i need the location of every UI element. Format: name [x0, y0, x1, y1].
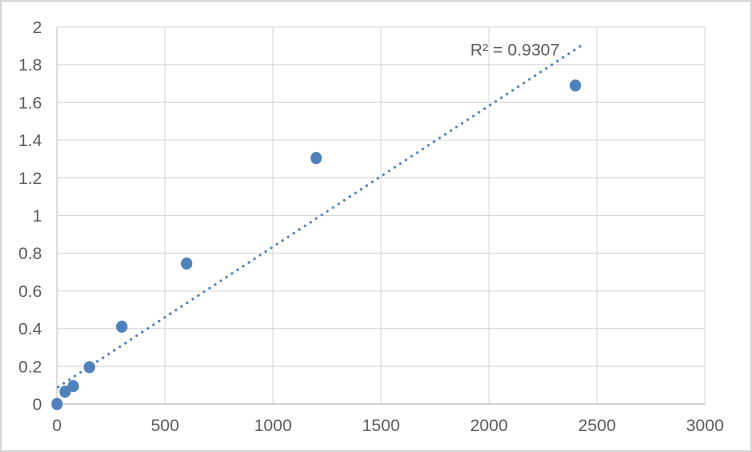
y-tick-label: 1.6 [18, 93, 42, 112]
data-point [51, 397, 63, 411]
y-tick-label: 1.4 [18, 131, 42, 150]
x-tick-label: 2000 [470, 416, 508, 435]
data-point [180, 257, 193, 270]
y-tick-label: 0 [33, 395, 42, 414]
y-tick-label: 0.8 [18, 244, 42, 263]
y-tick-label: 2 [33, 18, 42, 37]
x-tick-label: 500 [151, 416, 179, 435]
data-point [83, 361, 96, 374]
x-tick-label: 0 [52, 416, 61, 435]
x-tick-label: 3000 [686, 416, 724, 435]
y-tick-label: 1.8 [18, 56, 42, 75]
data-point [310, 151, 322, 165]
x-tick-label: 1500 [362, 416, 400, 435]
data-point [569, 79, 582, 92]
x-tick-label: 2500 [578, 416, 616, 435]
trendline [56, 44, 583, 389]
data-point [116, 320, 128, 333]
y-tick-label: 1 [33, 207, 42, 226]
y-tick-label: 0.6 [18, 282, 42, 301]
y-tick-label: 0.4 [18, 320, 42, 339]
r2-label: R² = 0.9307 [470, 41, 559, 60]
y-tick-label: 0.2 [18, 357, 42, 376]
data-point [67, 379, 79, 393]
data-point [59, 385, 71, 398]
x-tick-label: 1000 [254, 416, 292, 435]
y-tick-label: 1.2 [18, 169, 42, 188]
